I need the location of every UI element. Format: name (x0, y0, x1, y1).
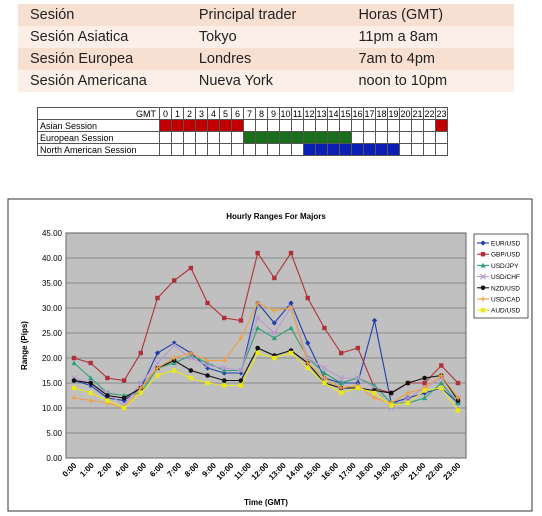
data-point (481, 252, 485, 256)
data-point (122, 406, 126, 410)
data-point (322, 381, 326, 385)
data-point (105, 393, 110, 398)
data-point (205, 373, 210, 378)
data-point (406, 381, 411, 386)
legend-label: AUD/USD (491, 308, 521, 315)
data-point (189, 266, 193, 270)
data-point (88, 391, 92, 395)
data-point (481, 286, 486, 291)
y-tick-label: 35.00 (42, 279, 63, 288)
data-point (222, 316, 226, 320)
data-point (481, 308, 485, 312)
data-point (389, 403, 393, 407)
data-point (172, 278, 176, 282)
x-axis-label: Time (GMT) (244, 498, 288, 507)
data-point (255, 346, 260, 351)
data-point (372, 391, 376, 395)
data-point (255, 251, 259, 255)
legend-label: EUR/USD (491, 241, 521, 248)
data-point (189, 368, 194, 373)
data-point (122, 396, 127, 401)
data-point (155, 373, 159, 377)
y-tick-label: 45.00 (42, 229, 63, 238)
data-point (88, 381, 93, 386)
data-point (356, 386, 360, 390)
data-point (289, 251, 293, 255)
data-point (289, 351, 293, 355)
data-point (155, 296, 159, 300)
data-point (122, 378, 126, 382)
data-point (389, 391, 394, 396)
data-point (72, 386, 76, 390)
legend-label: USD/JPY (491, 263, 519, 270)
y-tick-label: 15.00 (42, 379, 63, 388)
data-point (189, 376, 193, 380)
data-point (88, 361, 92, 365)
data-point (306, 296, 310, 300)
y-axis-label: Range (Pips) (20, 321, 29, 370)
data-point (339, 351, 343, 355)
data-point (72, 378, 77, 383)
legend-label: NZD/USD (491, 285, 520, 292)
chart-title: Hourly Ranges For Majors (226, 212, 326, 221)
data-point (72, 356, 76, 360)
data-point (205, 301, 209, 305)
data-point (422, 388, 426, 392)
y-tick-label: 40.00 (42, 254, 63, 263)
y-tick-label: 5.00 (46, 429, 62, 438)
y-tick-label: 20.00 (42, 354, 63, 363)
data-point (105, 376, 109, 380)
data-point (272, 276, 276, 280)
y-tick-label: 10.00 (42, 404, 63, 413)
data-point (306, 366, 310, 370)
data-point (105, 398, 109, 402)
data-point (439, 363, 443, 367)
legend-label: USD/CHF (491, 274, 520, 281)
data-point (356, 346, 360, 350)
y-tick-label: 30.00 (42, 304, 63, 313)
data-point (239, 318, 243, 322)
data-point (439, 386, 443, 390)
data-point (456, 408, 460, 412)
data-point (272, 356, 276, 360)
data-point (255, 351, 259, 355)
legend-label: GBP/USD (491, 252, 521, 259)
data-point (139, 351, 143, 355)
plot-area (66, 233, 466, 458)
data-point (456, 381, 460, 385)
data-point (222, 383, 226, 387)
legend-label: USD/CAD (491, 297, 521, 304)
y-tick-label: 0.00 (46, 454, 62, 463)
data-point (422, 376, 427, 381)
data-point (222, 378, 227, 383)
data-point (406, 401, 410, 405)
data-point (322, 326, 326, 330)
y-tick-label: 25.00 (42, 329, 63, 338)
data-point (239, 383, 243, 387)
data-point (205, 381, 209, 385)
data-point (139, 391, 143, 395)
data-point (172, 368, 176, 372)
data-point (339, 391, 343, 395)
data-point (422, 381, 426, 385)
